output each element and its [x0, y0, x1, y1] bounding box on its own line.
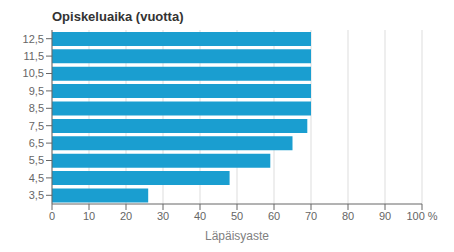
svg-text:11,5: 11,5: [23, 50, 44, 62]
svg-text:4,5: 4,5: [29, 172, 44, 184]
html-text:Opiskeluaika (vuotta): Opiskeluaika (vuotta): [52, 9, 184, 24]
svg-text:9,5: 9,5: [29, 85, 44, 97]
svg-text:70: 70: [305, 210, 317, 222]
svg-text:5,5: 5,5: [29, 154, 44, 166]
svg-text:50: 50: [231, 210, 243, 222]
svg-text:7,5: 7,5: [29, 120, 44, 132]
svg-text:20: 20: [120, 210, 132, 222]
svg-text:Läpäisyaste: Läpäisyaste: [205, 229, 269, 243]
svg-text:0: 0: [49, 210, 55, 222]
svg-text:100 %: 100 %: [406, 210, 437, 222]
svg-text:3,5: 3,5: [29, 189, 44, 201]
svg-text:12,5: 12,5: [23, 33, 44, 45]
svg-text:80: 80: [342, 210, 354, 222]
svg-text:10,5: 10,5: [23, 67, 44, 79]
svg-text:40: 40: [194, 210, 206, 222]
svg-text:30: 30: [157, 210, 169, 222]
svg-text:8,5: 8,5: [29, 102, 44, 114]
svg-text:10: 10: [83, 210, 95, 222]
svg-text:6,5: 6,5: [29, 137, 44, 149]
svg-text:60: 60: [268, 210, 280, 222]
svg-text:90: 90: [379, 210, 391, 222]
